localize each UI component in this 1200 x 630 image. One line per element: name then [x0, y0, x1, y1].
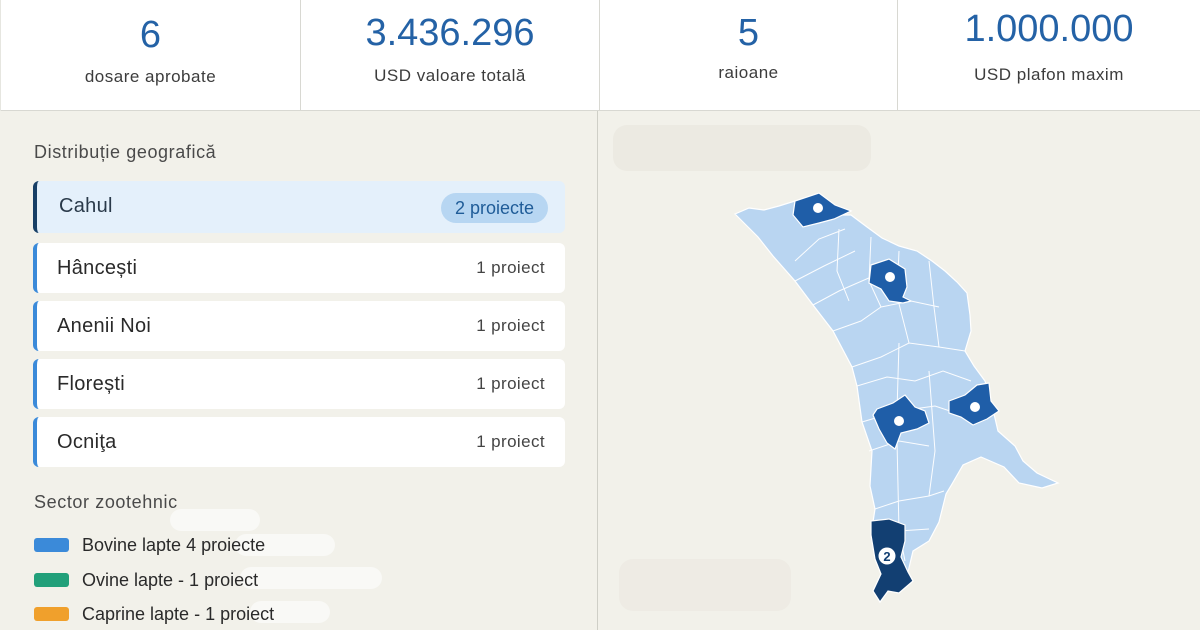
region-name: Cahul — [59, 195, 113, 217]
map-marker-floresti[interactable] — [885, 272, 895, 282]
stat-value: 3.436.296 — [365, 12, 535, 54]
stat-max-ceiling: 1.000.000 USD plafon maxim — [897, 0, 1200, 111]
project-count: 1 proiect — [476, 374, 545, 393]
stat-approved-files: 6 dosare aprobate — [0, 0, 300, 111]
map-panel: 2 — [599, 111, 1200, 630]
cahul-project-count: 2 — [883, 549, 890, 564]
stat-districts: 5 raioane — [599, 0, 897, 111]
legend-swatch — [34, 573, 69, 587]
region-name: Florești — [57, 373, 125, 395]
project-count-badge: 2 proiecte — [440, 193, 548, 223]
stat-value: 1.000.000 — [964, 8, 1134, 50]
stats-row: 6 dosare aprobate 3.436.296 USD valoare … — [0, 0, 1200, 111]
stat-total-value: 3.436.296 USD valoare totală — [300, 0, 599, 111]
region-name: Ocniţa — [57, 431, 117, 453]
legend-label: Ovine lapte - 1 proiect — [82, 570, 259, 590]
stat-label: USD valoare totală — [374, 66, 526, 85]
stat-value: 5 — [737, 12, 760, 54]
map-legend-placeholder — [619, 559, 791, 611]
legend-swatch — [34, 607, 69, 621]
stat-label: USD plafon maxim — [974, 65, 1124, 84]
blurred-decoration — [250, 601, 330, 623]
region-item-floresti[interactable]: Florești 1 proiect — [33, 359, 565, 409]
legend-label: Caprine lapte - 1 proiect — [82, 604, 275, 624]
map-marker-hincesti[interactable] — [894, 416, 904, 426]
stat-label: dosare aprobate — [84, 67, 217, 86]
region-name: Anenii Noi — [57, 315, 152, 337]
moldova-map: 2 — [733, 192, 1060, 604]
project-count: 1 proiect — [476, 432, 545, 451]
region-item-cahul[interactable]: Cahul 2 proiecte — [33, 181, 565, 233]
map-marker-cahul[interactable]: 2 — [878, 547, 896, 565]
stat-label: raioane — [718, 63, 779, 82]
region-name: Hâncești — [57, 257, 138, 279]
region-item-ocnita[interactable]: Ocniţa 1 proiect — [33, 417, 565, 467]
map-marker-ocnita[interactable] — [813, 203, 823, 213]
region-item-anenii-noi[interactable]: Anenii Noi 1 proiect — [33, 301, 565, 351]
project-count: 1 proiect — [476, 316, 545, 335]
map-header-placeholder — [613, 125, 871, 171]
left-panel: Distribuție geografică Cahul 2 proiecte … — [0, 111, 598, 630]
legend-swatch — [34, 538, 69, 552]
region-item-hincesti[interactable]: Hâncești 1 proiect — [33, 243, 565, 293]
blurred-decoration — [235, 534, 335, 556]
project-count: 1 proiect — [476, 258, 545, 277]
geo-distribution-title: Distribuție geografică — [34, 142, 217, 162]
legend-label: Bovine lapte 4 proiecte — [82, 535, 266, 555]
stat-value: 6 — [139, 14, 162, 56]
blurred-decoration — [240, 567, 382, 589]
map-marker-anenii-noi[interactable] — [970, 402, 980, 412]
sector-title: Sector zootehnic — [34, 492, 178, 512]
blurred-decoration — [170, 509, 260, 531]
